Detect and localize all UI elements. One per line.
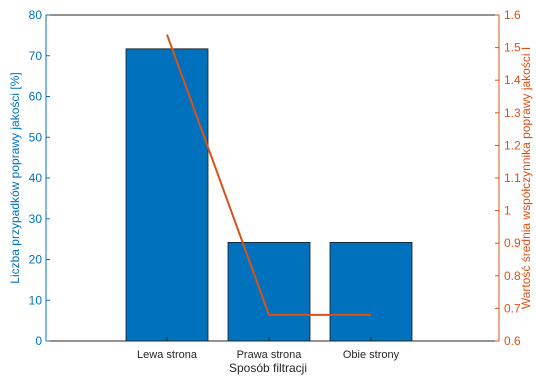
y-right-tick-label-6: 1.2 — [504, 138, 521, 152]
y-left-tick-label-6: 60 — [29, 90, 43, 104]
axes-layer: 0 10 20 30 40 50 60 70 80 0.6 0.7 0.8 0.9 1 1.1 1.2 1.3 1… — [29, 8, 521, 361]
y-right-tick-label-0: 0.6 — [504, 334, 521, 348]
y-left-tick-label-2: 20 — [29, 253, 43, 267]
bars-layer — [125, 48, 413, 342]
y-left-tick-label-7: 70 — [29, 49, 43, 63]
y-left-tick-label-1: 10 — [29, 293, 43, 307]
y-right-tick-label-4: 1 — [504, 204, 511, 218]
line-layer — [166, 34, 371, 316]
y-right-tick-label-3: 0.9 — [504, 236, 521, 250]
bar-0 — [125, 48, 209, 342]
y-right-tick-label-7: 1.3 — [504, 106, 521, 120]
y-axis-left-label: Liczba przypadków poprawy jakości [%] — [8, 72, 22, 283]
y-right-tick-label-1: 0.7 — [504, 301, 521, 315]
bar-2 — [329, 241, 413, 342]
x-tick-label-0: Lewa strona — [137, 349, 198, 361]
y-right-tick-label-5: 1.1 — [504, 171, 521, 185]
y-left-tick-label-3: 30 — [29, 212, 43, 226]
y-left-tick-label-8: 80 — [29, 8, 43, 22]
y-right-tick-label-9: 1.5 — [504, 41, 521, 55]
x-tick-label-1: Prawa strona — [237, 349, 303, 361]
y-axis-right-label: Wartość średnia współczynnika poprawy ja… — [519, 47, 533, 309]
y-left-tick-label-5: 50 — [29, 130, 43, 144]
y-right-tick-label-8: 1.4 — [504, 73, 521, 87]
y-right-tick-label-2: 0.8 — [504, 269, 521, 283]
x-axis-label: Sposób filtracji — [229, 361, 307, 375]
x-tick-label-2: Obie strony — [343, 349, 400, 361]
y-left-tick-label-4: 40 — [29, 171, 43, 185]
y-right-tick-label-10: 1.6 — [504, 8, 521, 22]
y-left-tick-label-0: 0 — [35, 334, 42, 348]
series-line — [166, 34, 371, 316]
bar-1 — [227, 241, 311, 342]
